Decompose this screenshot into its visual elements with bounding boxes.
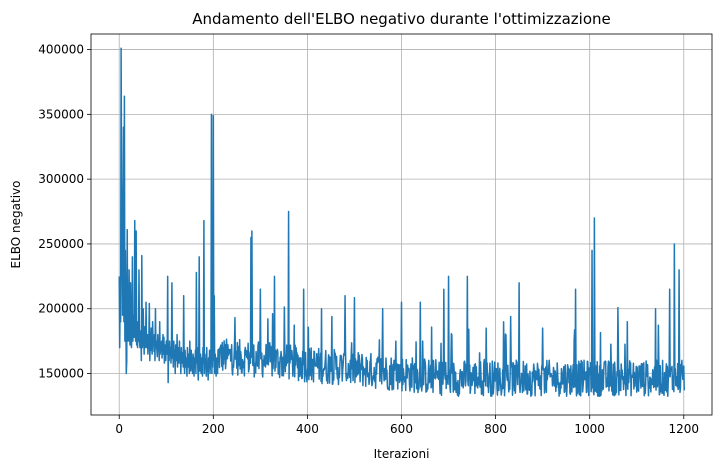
x-tick-label-6: 1200 — [668, 422, 699, 436]
x-tick-label-5: 1000 — [574, 422, 605, 436]
x-tick-label-0: 0 — [115, 422, 123, 436]
y-tick-label-1: 200000 — [38, 302, 84, 316]
y-tick-label-4: 350000 — [38, 107, 84, 121]
y-axis-ticks: 150000 200000 250000 300000 350000 400000 — [38, 43, 91, 381]
x-tick-label-3: 600 — [390, 422, 413, 436]
x-tick-label-1: 200 — [202, 422, 225, 436]
chart-title: Andamento dell'ELBO negativo durante l'o… — [192, 10, 610, 28]
y-tick-label-0: 150000 — [38, 367, 84, 381]
x-axis-label: Iterazioni — [374, 447, 430, 461]
series-layer — [118, 47, 685, 398]
x-tick-label-4: 800 — [484, 422, 507, 436]
y-tick-label-5: 400000 — [38, 43, 84, 57]
x-tick-label-2: 400 — [296, 422, 319, 436]
y-tick-label-3: 300000 — [38, 172, 84, 186]
x-axis-ticks: 0 200 400 600 800 1000 1200 — [115, 415, 699, 436]
series-line-elbo — [118, 47, 685, 398]
y-axis-label: ELBO negativo — [9, 181, 23, 269]
y-tick-label-2: 250000 — [38, 237, 84, 251]
